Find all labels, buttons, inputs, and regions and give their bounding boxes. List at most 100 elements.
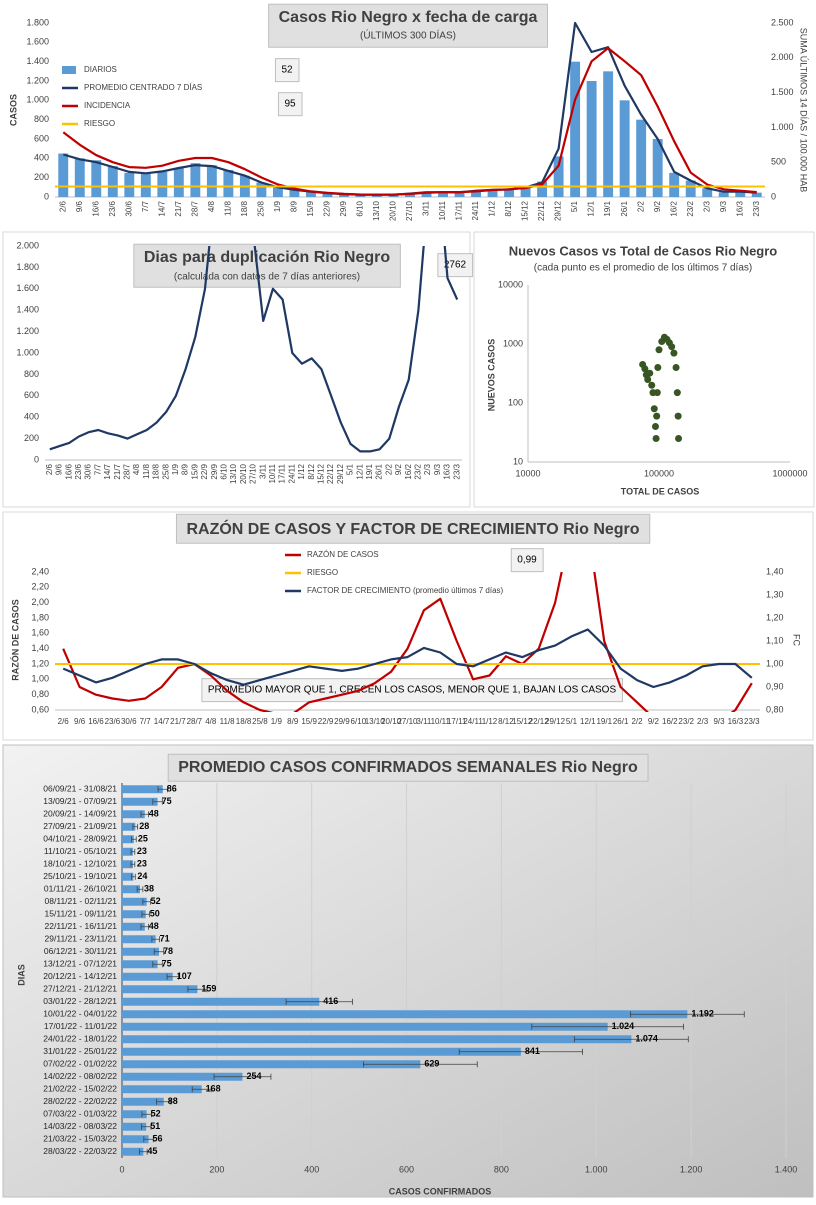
x-tick-label: 15/9 bbox=[190, 463, 199, 479]
bar bbox=[718, 192, 729, 197]
value-label: 51 bbox=[150, 1121, 160, 1131]
x-tick-label: 9/2 bbox=[648, 717, 660, 726]
bar bbox=[122, 860, 133, 869]
error-bar bbox=[130, 861, 136, 868]
x-tick-label: 24/11 bbox=[463, 717, 483, 726]
x-tick-label: 25/8 bbox=[257, 200, 266, 216]
x-tick-label: 10000 bbox=[515, 468, 540, 478]
legend-label: DIARIOS bbox=[84, 65, 117, 74]
error-bar bbox=[143, 1136, 154, 1143]
x-tick-label: 12/1 bbox=[580, 717, 596, 726]
x-tick-label: 8/12 bbox=[504, 200, 513, 216]
value-label: 48 bbox=[149, 921, 159, 931]
x-tick-label: 1.400 bbox=[775, 1164, 798, 1174]
bar bbox=[603, 71, 614, 197]
point bbox=[653, 412, 661, 420]
x-tick-label: 16/6 bbox=[91, 200, 100, 216]
y-tick-label: 0 bbox=[44, 191, 49, 201]
y-tick-label: 1,10 bbox=[766, 635, 784, 645]
y-tick-label: 600 bbox=[34, 133, 49, 143]
x-tick-label: 26/1 bbox=[375, 463, 384, 479]
error-bar bbox=[152, 798, 163, 805]
y-tick-label: 20/09/21 - 14/09/21 bbox=[43, 809, 117, 819]
bar bbox=[487, 189, 498, 197]
bar bbox=[454, 192, 465, 197]
x-tick-label: 2/3 bbox=[702, 200, 711, 212]
error-bar bbox=[139, 1148, 148, 1155]
bar bbox=[751, 192, 762, 197]
x-tick-label: 9/2 bbox=[653, 200, 662, 212]
y-tick-label: 27/09/21 - 21/09/21 bbox=[43, 821, 117, 831]
bar bbox=[122, 897, 147, 906]
error-bar bbox=[191, 1086, 212, 1093]
error-bar bbox=[140, 811, 149, 818]
x-tick-label: 5/1 bbox=[566, 717, 578, 726]
frame bbox=[2, 511, 814, 741]
bar bbox=[122, 1010, 688, 1019]
x-tick-label: 26/1 bbox=[620, 200, 629, 216]
series-line bbox=[62, 572, 753, 712]
y-tick-label: 11/10/21 - 05/10/21 bbox=[44, 846, 117, 856]
y-tick-label: 2,00 bbox=[31, 597, 49, 607]
x-tick-label: 0 bbox=[119, 1164, 124, 1174]
error-bar bbox=[213, 1073, 272, 1080]
y-tick-label: 2.000 bbox=[16, 240, 39, 250]
error-bar bbox=[131, 836, 137, 843]
x-tick-label: 8/9 bbox=[181, 463, 190, 475]
x-tick-label: 22/12 bbox=[326, 463, 335, 484]
x-tick-label: 25/8 bbox=[161, 463, 170, 479]
x-tick-label: 10/11 bbox=[268, 463, 277, 483]
error-bar bbox=[141, 911, 150, 918]
bar bbox=[405, 193, 415, 197]
x-tick-label: 17/11 bbox=[278, 463, 287, 483]
y-tick-label: 1.000 bbox=[771, 122, 794, 132]
bar bbox=[122, 885, 141, 894]
y-tick-label: 1,00 bbox=[31, 674, 49, 684]
bar bbox=[553, 156, 564, 197]
bar bbox=[223, 169, 234, 197]
x-tick-label: 16/3 bbox=[728, 717, 744, 726]
error-bar bbox=[156, 1098, 172, 1105]
y-tick-label: 1.000 bbox=[26, 95, 49, 105]
y-tick-label: 28/03/22 - 22/03/22 bbox=[43, 1146, 117, 1156]
value-label: 254 bbox=[246, 1071, 261, 1081]
value-label: 1.192 bbox=[691, 1009, 714, 1019]
value-label: 629 bbox=[424, 1059, 439, 1069]
value-label: 52 bbox=[151, 1109, 161, 1119]
bar bbox=[122, 985, 198, 994]
bar bbox=[652, 139, 663, 197]
y-tick-label: 400 bbox=[24, 412, 39, 422]
x-tick-label: 2/3 bbox=[697, 717, 709, 726]
x-tick-label: 29/12 bbox=[336, 463, 345, 484]
x-tick-label: 1.000 bbox=[585, 1164, 608, 1174]
x-tick-label: 29/12 bbox=[545, 717, 566, 726]
x-tick-label: 23/3 bbox=[752, 200, 761, 216]
value-label: 75 bbox=[162, 796, 172, 806]
y-tick-label: 2.000 bbox=[771, 52, 794, 62]
bar bbox=[122, 797, 158, 806]
bar bbox=[122, 972, 173, 981]
annotation: 2762 bbox=[444, 260, 467, 271]
bar bbox=[122, 997, 320, 1006]
y-tick-label: 13/09/21 - 07/09/21 bbox=[43, 796, 117, 806]
bar bbox=[122, 1085, 202, 1094]
error-bar bbox=[141, 1123, 152, 1130]
y-tick-label: 1,60 bbox=[31, 628, 49, 638]
bar bbox=[586, 81, 597, 197]
y-tick-label: 1.600 bbox=[26, 37, 49, 47]
y-tick-label: 1.600 bbox=[16, 283, 39, 293]
y-tick-label: 1,00 bbox=[766, 658, 784, 668]
x-tick-label: 24/11 bbox=[287, 463, 296, 483]
y-axis-label: RAZÓN DE CASOS bbox=[9, 599, 20, 681]
y-tick-label: 1.500 bbox=[771, 87, 794, 97]
chart-subtitle: (calculada con datos de 7 días anteriore… bbox=[174, 272, 360, 283]
bar bbox=[122, 1060, 421, 1069]
x-tick-label: 17/11 bbox=[447, 717, 467, 726]
y2-axis-label: FC bbox=[792, 634, 802, 646]
x-tick-label: 1/9 bbox=[171, 463, 180, 475]
y-tick-label: 27/12/21 - 21/12/21 bbox=[43, 984, 117, 994]
x-tick-label: 11/8 bbox=[220, 717, 236, 726]
y-tick-label: 01/11/21 - 26/10/21 bbox=[44, 884, 117, 894]
error-bar bbox=[140, 923, 149, 930]
y-tick-label: 800 bbox=[34, 114, 49, 124]
